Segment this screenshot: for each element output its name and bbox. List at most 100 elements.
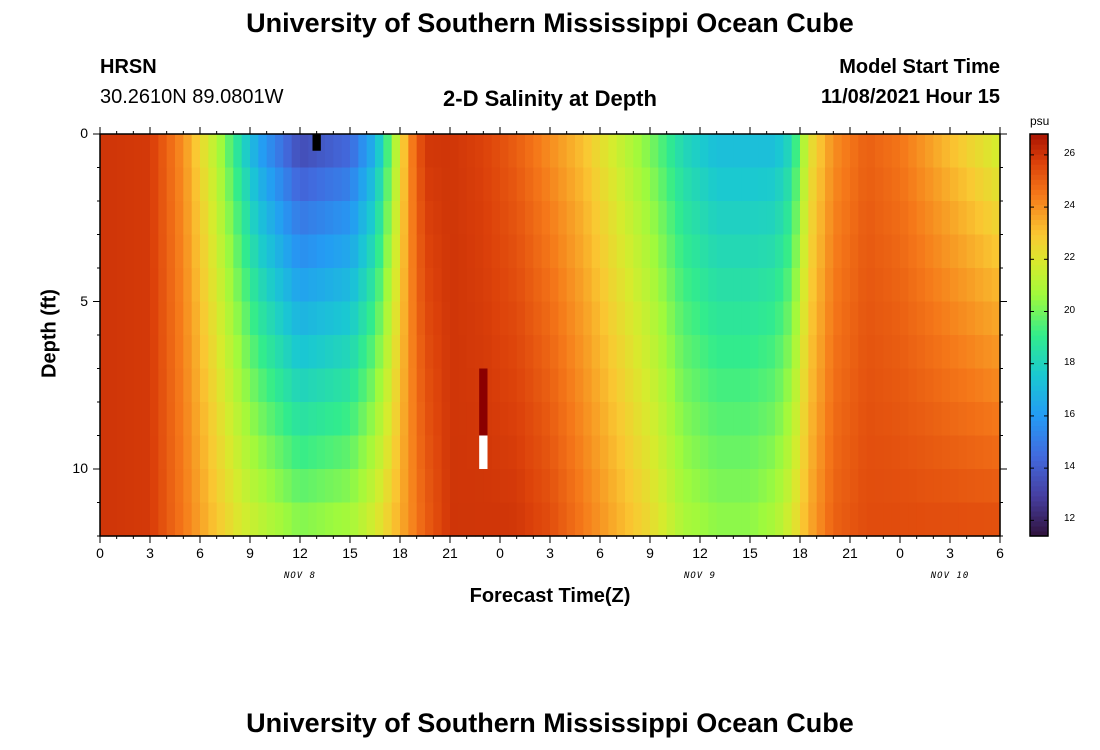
heatmap-cell [450, 234, 459, 269]
heatmap-cell [200, 268, 209, 303]
heatmap-cell [483, 435, 493, 470]
heatmap-cell [191, 435, 201, 470]
heatmap-cell [616, 502, 626, 537]
heatmap-cell [333, 234, 343, 269]
heatmap-cell [625, 134, 634, 169]
heatmap-cell [641, 234, 651, 269]
heatmap-cell [508, 167, 518, 202]
heatmap-cell [566, 167, 576, 202]
heatmap-cell [266, 402, 276, 437]
heatmap-cell [616, 469, 626, 504]
heatmap-cell [300, 167, 309, 202]
heatmap-cell [725, 301, 734, 336]
heatmap-cell [716, 335, 726, 370]
heatmap-cell [625, 402, 634, 437]
heatmap-cell [233, 469, 243, 504]
heatmap-cell [191, 335, 201, 370]
heatmap-cell [841, 201, 851, 236]
heatmap-cell [450, 167, 459, 202]
heatmap-cell [941, 268, 951, 303]
heatmap-cell [125, 502, 134, 537]
heatmap-cell [658, 268, 668, 303]
heatmap-cell [416, 435, 426, 470]
colorbar-swatch [1030, 515, 1048, 522]
heatmap-cell [258, 268, 268, 303]
heatmap-cell [491, 402, 501, 437]
heatmap-cell [166, 502, 176, 537]
heatmap-cell [266, 234, 276, 269]
heatmap-cell [950, 201, 959, 236]
heatmap-cell [475, 502, 484, 537]
heatmap-cell [150, 134, 159, 169]
colorbar-swatch [1030, 284, 1048, 291]
heatmap-cell [758, 268, 768, 303]
heatmap-cell [650, 402, 659, 437]
heatmap-cell [300, 134, 309, 169]
y-axis-ticks [93, 133, 1007, 537]
heatmap-cell [225, 301, 234, 336]
heatmap-cell [116, 134, 126, 169]
heatmap-cell [933, 402, 943, 437]
y-axis-label: Depth (ft) [38, 289, 61, 378]
heatmap-cell [325, 469, 334, 504]
heatmap-cell [900, 335, 909, 370]
heatmap-cell [433, 335, 443, 370]
heatmap-cell [691, 368, 701, 403]
heatmap-cell [733, 469, 743, 504]
heatmap-cell [908, 167, 918, 202]
heatmap-cell [458, 234, 468, 269]
heatmap-cell [175, 435, 184, 470]
heatmap-cell [166, 435, 176, 470]
heatmap-cell [541, 167, 551, 202]
heatmap-cell [933, 301, 943, 336]
heatmap-cell [650, 502, 659, 537]
heatmap-cell [383, 268, 393, 303]
heatmap-cell [675, 469, 684, 504]
heatmap-cell [841, 435, 851, 470]
heatmap-cell [666, 469, 676, 504]
heatmap-cell [266, 268, 276, 303]
heatmap-cell [908, 502, 918, 537]
heatmap-cell [683, 502, 693, 537]
heatmap-cell [550, 335, 559, 370]
heatmap-cell [675, 268, 684, 303]
heatmap-cell [808, 402, 818, 437]
heatmap-cell [533, 335, 543, 370]
heatmap-cell [433, 167, 443, 202]
heatmap-cell [516, 167, 526, 202]
heatmap-cell [458, 201, 468, 236]
heatmap-cell [925, 502, 934, 537]
heatmap-cell [883, 502, 893, 537]
heatmap-cell [100, 368, 109, 403]
heatmap-cell [875, 368, 884, 403]
heatmap-cell [608, 469, 618, 504]
heatmap-cell [141, 335, 151, 370]
colorbar-swatch [1030, 249, 1048, 256]
heatmap-cell [833, 167, 843, 202]
heatmap-cell [925, 201, 934, 236]
heatmap-cell [791, 469, 801, 504]
heatmap-cell [608, 234, 618, 269]
colorbar-unit: psu [1030, 114, 1050, 128]
heatmap-cell [558, 201, 568, 236]
colorbar-swatch [1030, 480, 1048, 487]
heatmap-cell [925, 435, 934, 470]
heatmap-cell [916, 402, 926, 437]
heatmap-cell [391, 134, 401, 169]
heatmap-cell [208, 268, 218, 303]
heatmap-cell [933, 234, 943, 269]
heatmap-cell [258, 402, 268, 437]
heatmap-cell [683, 368, 693, 403]
heatmap-cell [200, 234, 209, 269]
heatmap-cell [441, 268, 451, 303]
heatmap-cell [125, 234, 134, 269]
heatmap-cell [275, 201, 284, 236]
heatmap-cell [583, 335, 593, 370]
heatmap-cell [216, 368, 226, 403]
heatmap-cell [758, 335, 768, 370]
heatmap-cell [575, 335, 584, 370]
heatmap-cell [100, 201, 109, 236]
heatmap-cell [875, 134, 884, 169]
heatmap-cell [575, 167, 584, 202]
colorbar-swatch [1030, 299, 1048, 306]
